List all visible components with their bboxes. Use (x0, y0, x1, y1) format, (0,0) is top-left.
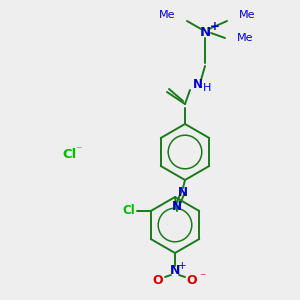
Text: Me: Me (239, 10, 256, 20)
Text: N: N (193, 79, 203, 92)
Text: H: H (203, 83, 211, 93)
Text: O: O (153, 274, 163, 287)
Text: Me: Me (158, 10, 175, 20)
Text: N: N (200, 26, 211, 40)
Text: +: + (210, 20, 220, 32)
Text: +: + (178, 261, 186, 271)
Text: O: O (187, 274, 197, 287)
Text: N: N (178, 185, 188, 199)
Text: Me: Me (237, 33, 253, 43)
Text: N: N (172, 200, 182, 214)
Text: ⁻: ⁻ (199, 272, 205, 284)
Text: N: N (170, 265, 180, 278)
Text: Cl: Cl (62, 148, 76, 161)
Text: Cl: Cl (122, 205, 135, 218)
Text: ⁻: ⁻ (75, 145, 81, 158)
